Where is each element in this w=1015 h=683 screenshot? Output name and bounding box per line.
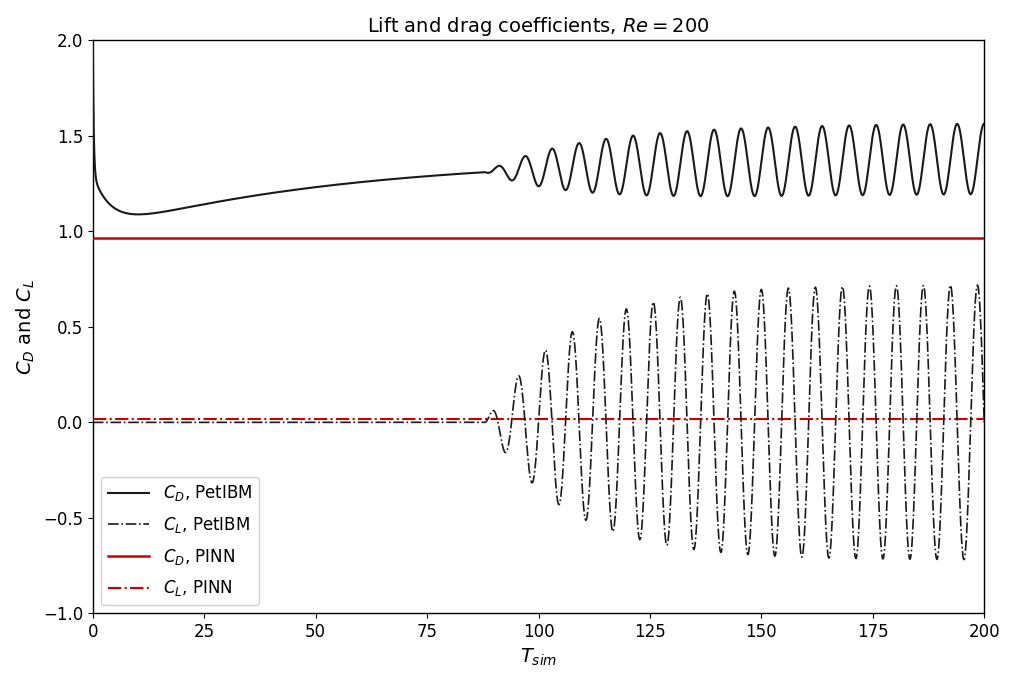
- X-axis label: $T_{sim}$: $T_{sim}$: [520, 647, 557, 668]
- $C_L$, PetIBM: [86, 418, 98, 426]
- Title: Lift and drag coefficients, $Re = 200$: Lift and drag coefficients, $Re = 200$: [367, 15, 709, 38]
- $C_D$, PetIBM: [626, 133, 638, 141]
- $C_L$, PetIBM: [509, 392, 521, 400]
- $C_L$, PetIBM: [725, 323, 737, 331]
- Line: $C_L$, PetIBM: $C_L$, PetIBM: [92, 285, 985, 559]
- $C_D$, PetIBM: [309, 183, 321, 191]
- $C_D$, PetIBM: [659, 148, 671, 156]
- $C_D$, PetIBM: [921, 133, 933, 141]
- $C_D$, PetIBM: [725, 181, 737, 189]
- $C_D$, PetIBM: [132, 210, 144, 219]
- $C_D$, PetIBM: [978, 120, 991, 128]
- $C_L$, PetIBM: [626, 388, 638, 396]
- $C_L$, PetIBM: [958, 555, 970, 563]
- Y-axis label: $C_D$ and $C_L$: $C_D$ and $C_L$: [15, 279, 38, 375]
- $C_L$, PetIBM: [971, 281, 984, 290]
- $C_D$, PetIBM: [509, 175, 521, 183]
- Legend: $C_D$, PetIBM, $C_L$, PetIBM, $C_D$, PINN, $C_L$, PINN: $C_D$, PetIBM, $C_L$, PetIBM, $C_D$, PIN…: [102, 477, 259, 605]
- $C_L$, PetIBM: [978, 418, 991, 426]
- Line: $C_D$, PetIBM: $C_D$, PetIBM: [92, 40, 985, 214]
- $C_D$, PetIBM: [86, 36, 98, 44]
- $C_L$, PetIBM: [921, 313, 933, 322]
- $C_L$, PetIBM: [309, 418, 321, 426]
- $C_L$, PetIBM: [659, 531, 671, 539]
